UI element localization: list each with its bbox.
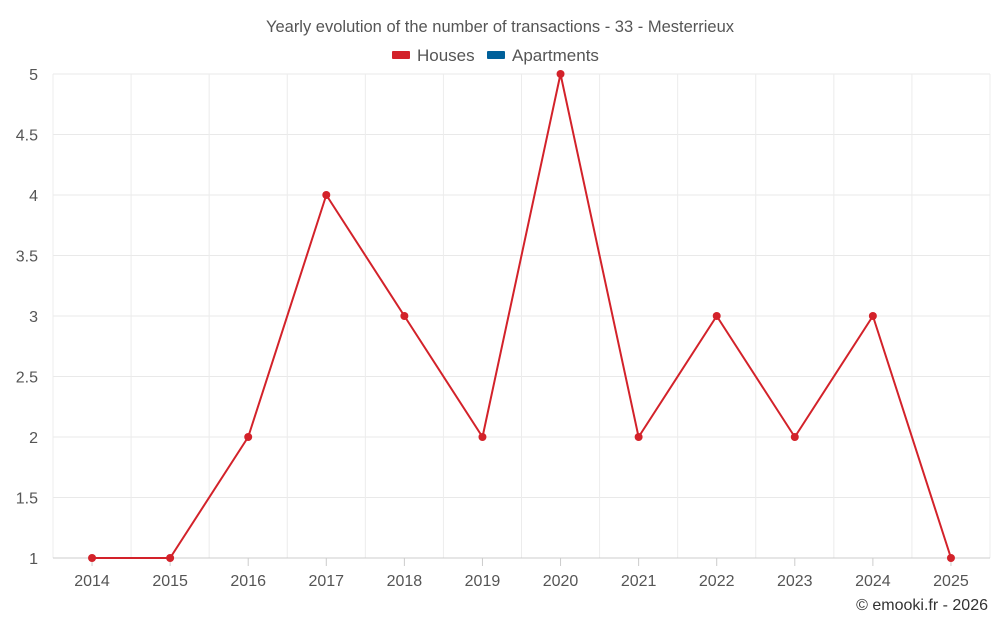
x-tick-label: 2021 (621, 573, 657, 590)
data-point-houses[interactable] (712, 312, 721, 320)
legend-swatch-houses (392, 51, 410, 59)
data-point-houses[interactable] (88, 554, 97, 562)
legend[interactable]: Houses Apartments (392, 46, 599, 65)
series-line-houses (92, 73, 952, 559)
data-point-houses[interactable] (868, 312, 877, 320)
y-tick-label: 1 (29, 551, 38, 568)
legend-swatch-apartments (487, 51, 505, 59)
data-point-houses[interactable] (244, 433, 253, 441)
y-tick-label: 1.5 (16, 491, 38, 508)
y-tick-label: 4.5 (16, 128, 38, 145)
data-point-houses[interactable] (478, 433, 487, 441)
chart-title: Yearly evolution of the number of transa… (266, 18, 735, 36)
y-tick-label: 2.5 (16, 370, 38, 387)
y-tick-label: 3 (29, 309, 38, 326)
axes: 1 1.5 2 2.5 3 3.5 4 4.5 5 2014 2015 2016 2017 2018 201… (16, 67, 990, 590)
data-point-houses[interactable] (634, 433, 643, 441)
data-point-houses[interactable] (556, 70, 565, 78)
x-tick-label: 2024 (855, 573, 891, 590)
x-tick-label: 2018 (387, 573, 423, 590)
x-tick-label: 2025 (933, 573, 969, 590)
y-tick-label: 3.5 (16, 249, 38, 266)
x-tick-label: 2022 (699, 573, 735, 590)
x-tick-label: 2014 (74, 573, 110, 590)
legend-item-apartments[interactable]: Apartments (487, 46, 599, 65)
credit-text: © emooki.fr - 2026 (856, 597, 988, 614)
x-tick-label: 2020 (543, 573, 579, 590)
legend-item-houses[interactable]: Houses (392, 46, 475, 65)
x-tick-label: 2019 (465, 573, 501, 590)
x-tick-label: 2023 (777, 573, 813, 590)
x-tick-label: 2016 (230, 573, 266, 590)
legend-label-houses: Houses (417, 46, 475, 65)
data-point-houses[interactable] (166, 554, 175, 562)
legend-label-apartments: Apartments (512, 46, 599, 65)
series-houses (88, 70, 955, 562)
x-tick-label: 2015 (152, 573, 188, 590)
x-tick-label: 2017 (308, 573, 344, 590)
y-tick-label: 2 (29, 430, 38, 447)
y-tick-label: 5 (29, 67, 38, 84)
data-point-houses[interactable] (790, 433, 799, 441)
grid (52, 73, 991, 559)
data-point-houses[interactable] (400, 312, 409, 320)
data-point-houses[interactable] (946, 554, 955, 562)
data-point-houses[interactable] (322, 191, 331, 199)
y-tick-label: 4 (29, 188, 38, 205)
